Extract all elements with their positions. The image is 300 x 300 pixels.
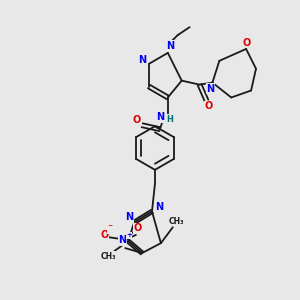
Text: CH₃: CH₃ — [169, 217, 184, 226]
Text: CH₃: CH₃ — [100, 251, 116, 260]
Text: N: N — [155, 202, 163, 212]
Text: O: O — [204, 101, 213, 111]
Text: N: N — [138, 55, 146, 65]
Text: O: O — [133, 115, 141, 125]
Text: ⁻: ⁻ — [108, 223, 113, 233]
Text: +: + — [126, 232, 132, 238]
Text: N: N — [125, 212, 133, 222]
Text: H: H — [167, 115, 173, 124]
Text: O: O — [243, 38, 251, 48]
Text: N: N — [206, 84, 214, 94]
Text: O: O — [100, 230, 109, 240]
Text: N: N — [166, 41, 174, 51]
Text: N: N — [118, 235, 126, 245]
Text: O: O — [134, 223, 142, 233]
Text: N: N — [156, 112, 164, 122]
